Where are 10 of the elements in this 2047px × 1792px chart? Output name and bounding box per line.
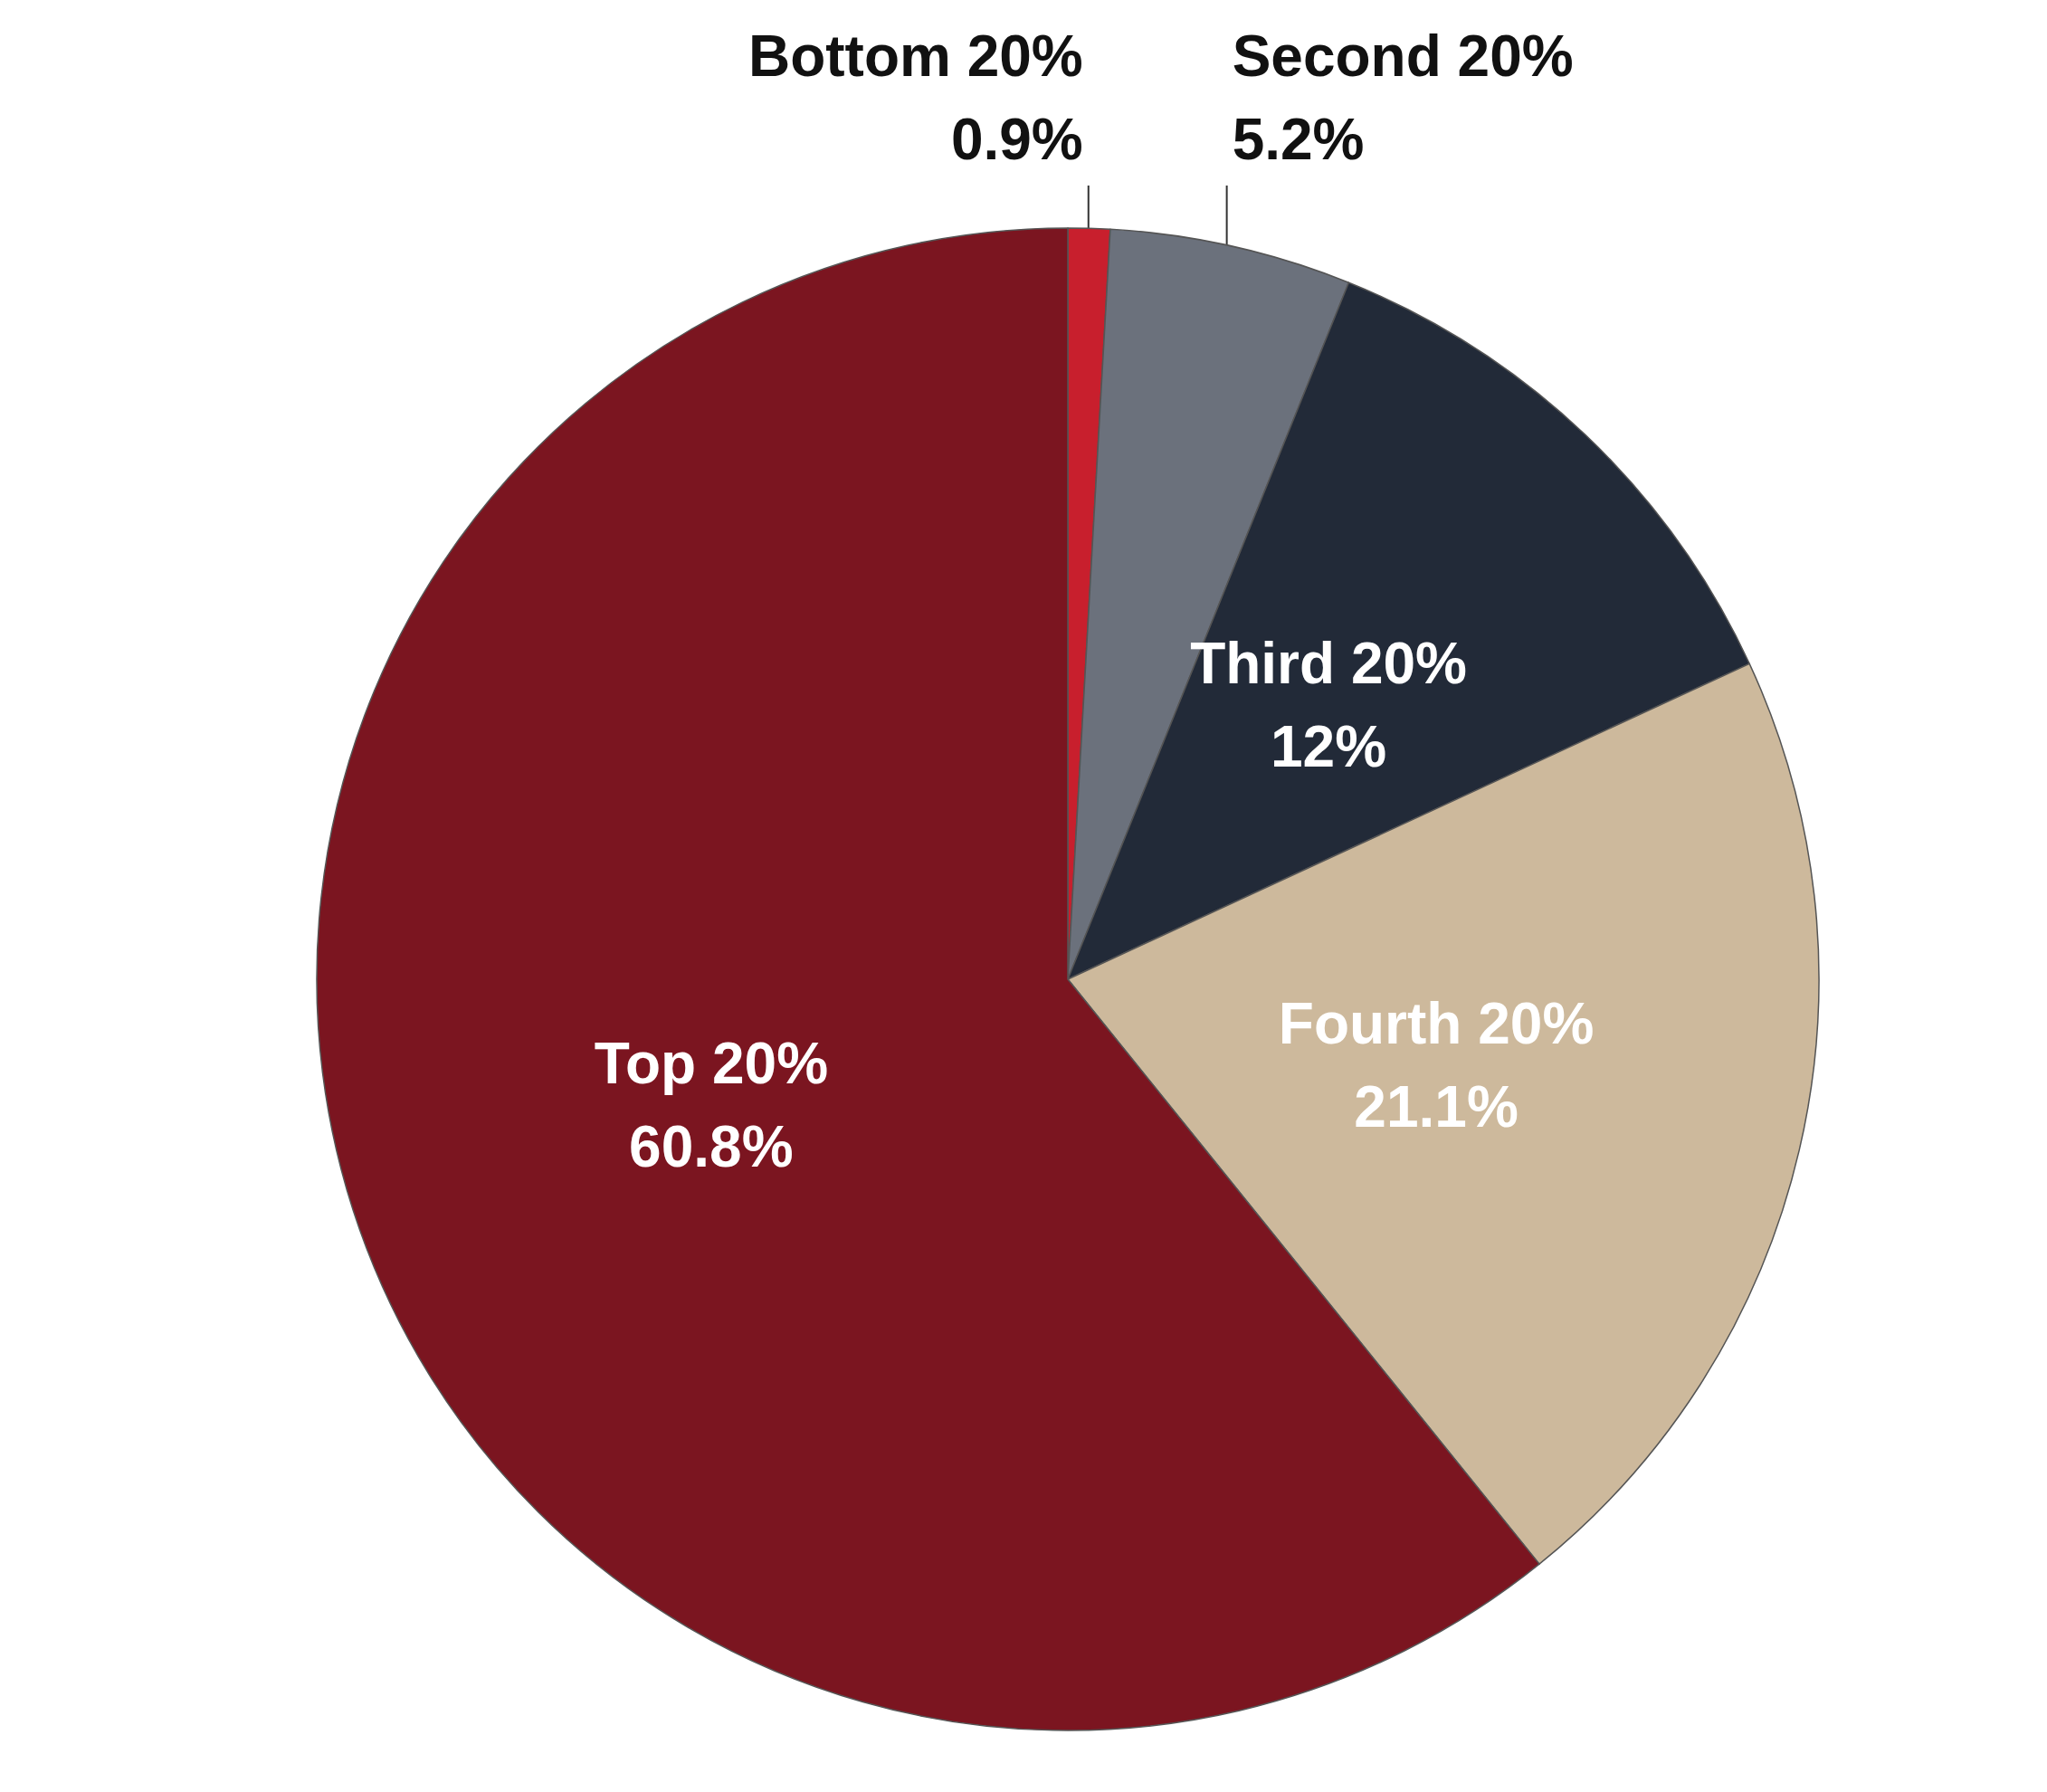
data-label: 12%: [1271, 714, 1387, 780]
data-label: 5.2%: [1232, 107, 1365, 172]
slice-label: Top 20%: [594, 1031, 829, 1097]
data-label: 60.8%: [629, 1114, 794, 1180]
slice-label: Fourth 20%: [1278, 991, 1595, 1057]
slice-label: Third 20%: [1190, 631, 1467, 697]
slice-label: Second 20%: [1232, 24, 1574, 89]
slice-label: Bottom 20%: [747, 24, 1083, 89]
data-label: 0.9%: [950, 107, 1083, 172]
data-label: 21.1%: [1354, 1074, 1519, 1140]
